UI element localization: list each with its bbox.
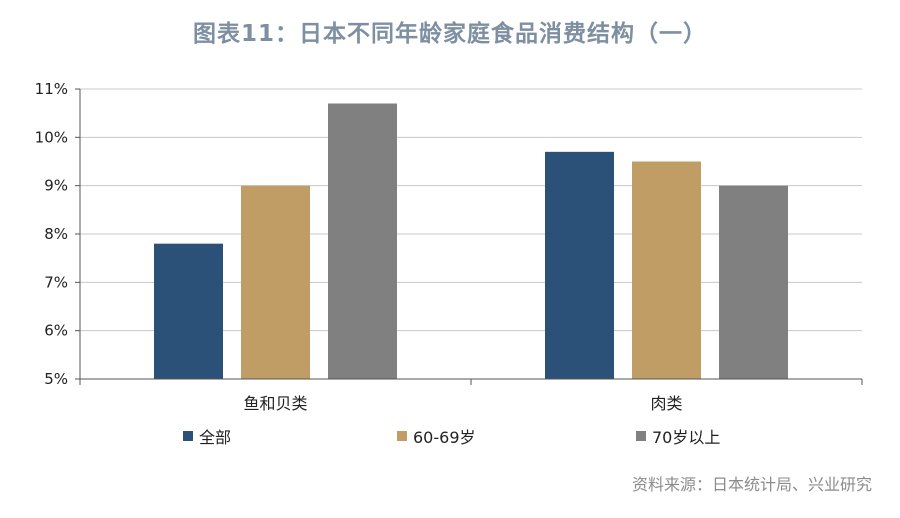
legend-swatch bbox=[183, 431, 193, 441]
bar bbox=[545, 151, 614, 379]
legend: 全部 60-69岁 70岁以上 bbox=[0, 424, 900, 448]
legend-label: 70岁以上 bbox=[652, 428, 721, 447]
chart-title: 图表11：日本不同年龄家庭食品消费结构（一） bbox=[192, 21, 707, 47]
source-note: 资料来源：日本统计局、兴业研究 bbox=[631, 475, 872, 494]
y-tick-labels: 5% 6% 7% 8% 9% 10% 11% bbox=[35, 80, 68, 388]
legend-swatch bbox=[636, 431, 646, 441]
legend-label: 60-69岁 bbox=[413, 428, 476, 447]
bar bbox=[241, 185, 310, 379]
axes bbox=[75, 88, 863, 385]
x-category-label: 肉类 bbox=[650, 394, 682, 413]
y-tick-label: 8% bbox=[44, 225, 68, 243]
y-tick-label: 9% bbox=[44, 177, 68, 195]
bar bbox=[154, 243, 223, 379]
bar bbox=[719, 185, 788, 379]
legend-item: 全部 bbox=[183, 424, 231, 448]
bar bbox=[632, 161, 701, 379]
x-category-label: 鱼和贝类 bbox=[243, 394, 307, 413]
y-tick-label: 10% bbox=[35, 128, 68, 146]
legend-item: 60-69岁 bbox=[397, 424, 476, 448]
legend-swatch bbox=[397, 431, 407, 441]
legend-item: 70岁以上 bbox=[636, 424, 720, 448]
x-category-labels: 鱼和贝类 肉类 bbox=[243, 394, 682, 413]
bars bbox=[154, 103, 788, 379]
bar-chart: 5% 6% 7% 8% 9% 10% 11% 鱼和贝类 肉类 bbox=[35, 80, 863, 413]
y-tick-label: 6% bbox=[44, 322, 68, 340]
y-tick-label: 7% bbox=[44, 273, 68, 291]
y-tick-label: 11% bbox=[35, 80, 68, 98]
legend-label: 全部 bbox=[199, 428, 232, 447]
y-tick-label: 5% bbox=[44, 370, 68, 388]
bar bbox=[328, 103, 397, 379]
